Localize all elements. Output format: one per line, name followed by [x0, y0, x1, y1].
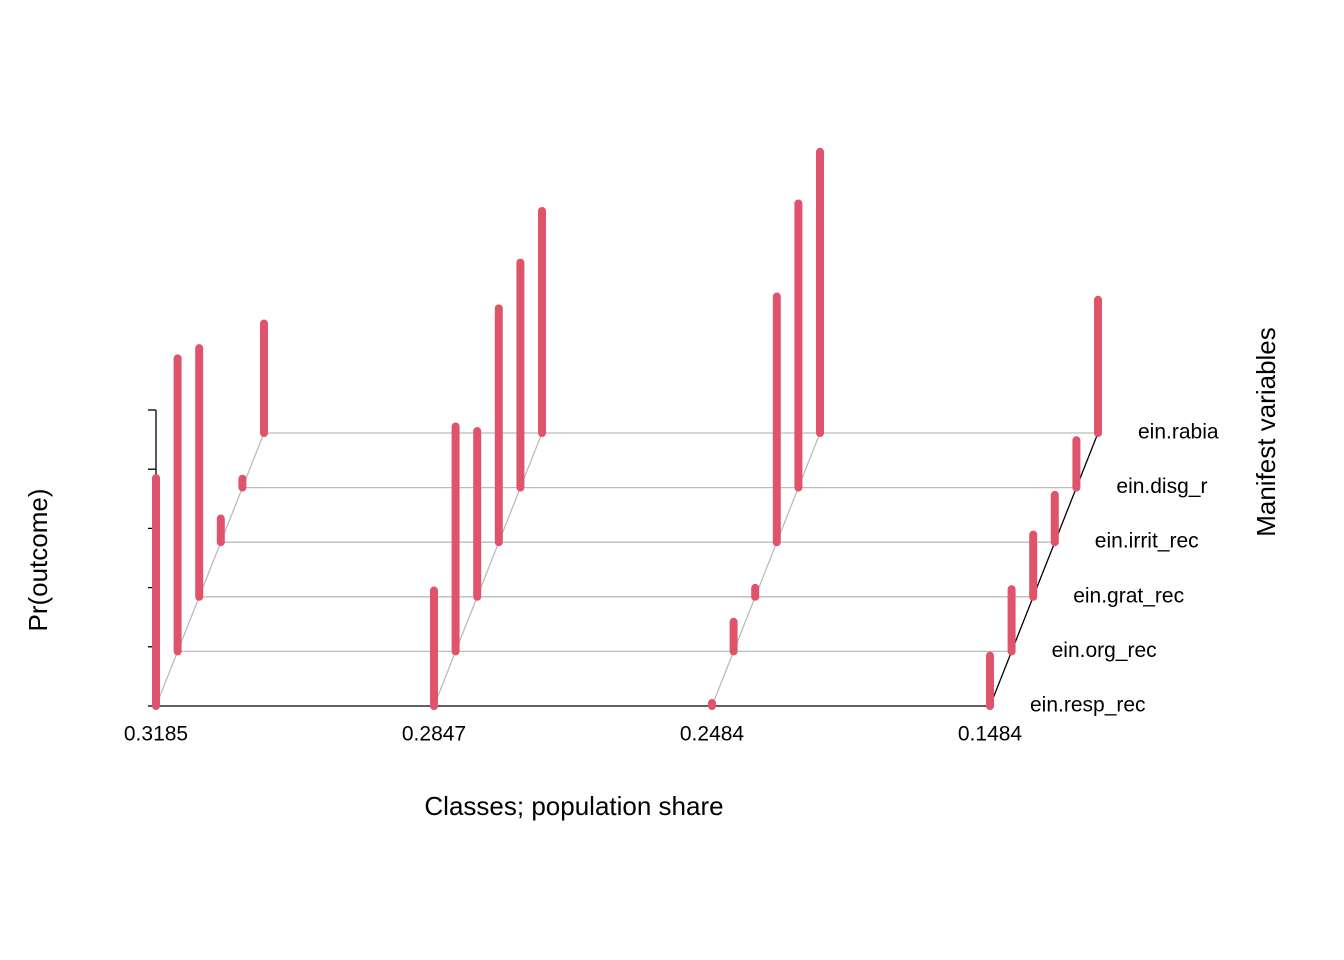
grid-line: [989, 432, 1099, 707]
z-axis-label: Pr(outcome): [23, 488, 53, 631]
x-axis-label: Classes; population share: [424, 791, 723, 821]
y-tick-label: ein.grat_rec: [1073, 584, 1184, 607]
y-axis-label: Manifest variables: [1251, 327, 1281, 537]
y-tick-label: ein.rabia: [1138, 421, 1219, 444]
x-tick-label: 0.2484: [680, 723, 745, 746]
y-tick-label: ein.disg_r: [1116, 475, 1207, 498]
x-tick-label: 0.3185: [124, 723, 188, 746]
y-tick-label: ein.resp_rec: [1030, 694, 1146, 717]
x-tick-label: 0.1484: [958, 723, 1023, 746]
y-tick-label: ein.org_rec: [1052, 639, 1157, 662]
grid-line: [711, 432, 821, 707]
y-tick-label: ein.irrit_rec: [1095, 530, 1199, 553]
x-tick-label: 0.2847: [402, 723, 466, 746]
grid-line: [433, 432, 543, 707]
grid-line: [155, 432, 265, 707]
